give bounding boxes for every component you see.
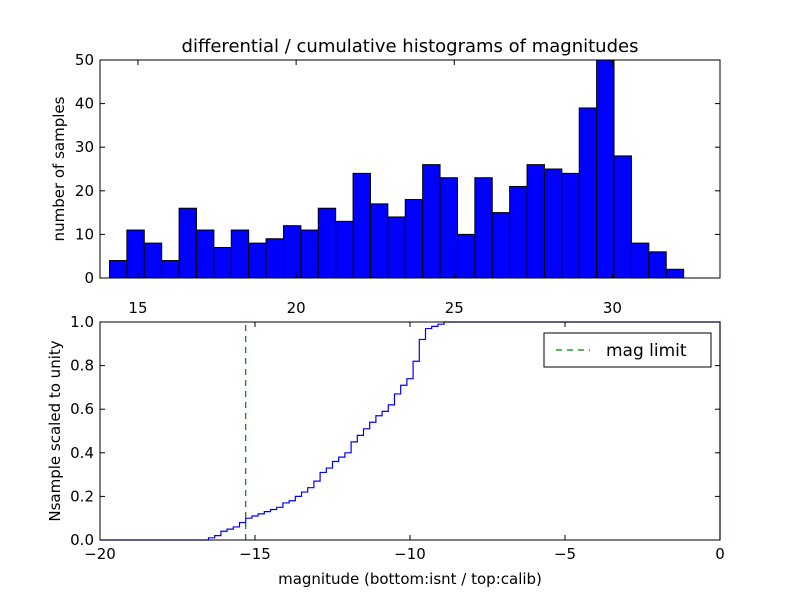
bottom-y-tick-label: 0.6 — [70, 400, 94, 418]
histogram-bar — [543, 168, 563, 279]
histogram-bar — [195, 229, 215, 279]
histogram-bar — [161, 260, 180, 279]
histogram-bar — [648, 251, 667, 279]
bottom-x-tick-label: −20 — [84, 545, 116, 563]
top-x-tick-label: 20 — [287, 299, 306, 317]
histogram-bar — [630, 242, 650, 279]
bottom-y-tick-label: 0.0 — [70, 531, 94, 549]
bottom-x-tick-label: −15 — [239, 545, 271, 563]
top-y-tick-label: 0 — [84, 269, 94, 287]
bottom-x-tick-label: −5 — [554, 545, 576, 563]
bottom-tick-labels: 0.0 0.2 0.4 0.6 0.8 1.0 −20 −15 −10 −5 0 — [70, 313, 725, 563]
histogram-bar — [665, 268, 685, 279]
top-histogram: differential / cumulative histograms of … — [50, 36, 721, 317]
bottom-y-tick-label: 0.8 — [70, 357, 94, 375]
top-tick-labels: 0 10 20 30 40 50 15 20 25 30 — [75, 51, 622, 317]
histogram-bar — [248, 242, 267, 279]
bottom-y-axis-label: Nsample scaled to unity — [46, 340, 64, 521]
histogram-bar — [369, 203, 389, 279]
legend: mag limit — [543, 332, 712, 368]
bottom-plot-frame — [99, 321, 721, 541]
histogram-bar — [561, 172, 580, 279]
histogram-bar — [230, 229, 250, 279]
bottom-y-tick-label: 0.2 — [70, 487, 94, 505]
histogram-bar — [509, 185, 528, 279]
top-x-tick-label: 25 — [445, 299, 464, 317]
histogram-bar — [143, 242, 163, 279]
bottom-x-tick-label: −10 — [394, 545, 426, 563]
histogram-bar — [613, 155, 632, 279]
histogram-bar — [474, 177, 493, 279]
histogram-bar — [126, 229, 145, 279]
bottom-y-tick-label: 1.0 — [70, 313, 94, 331]
histogram-bar — [265, 238, 284, 279]
bottom-cumulative-plot: Nsample scaled to unity magnitude (botto… — [46, 313, 725, 588]
cumulative-step-line — [100, 321, 721, 541]
histogram-bar — [178, 207, 197, 279]
histogram-bar — [526, 164, 545, 279]
top-y-tick-label: 30 — [75, 138, 94, 156]
bottom-lines — [100, 321, 721, 541]
bottom-y-tick-label: 0.4 — [70, 444, 94, 462]
top-plot-frame — [99, 59, 721, 279]
top-chart-title: differential / cumulative histograms of … — [182, 36, 639, 57]
top-y-tick-label: 40 — [75, 95, 94, 113]
histogram-bar — [422, 164, 441, 279]
top-x-tick-label: 15 — [128, 299, 147, 317]
histogram-bar — [456, 233, 476, 279]
histogram-bar — [213, 246, 232, 279]
histogram-bar — [317, 207, 337, 279]
histogram-bar — [404, 199, 424, 279]
top-bars — [108, 59, 685, 279]
histogram-bar — [491, 212, 511, 279]
top-y-tick-label: 50 — [75, 51, 94, 69]
bottom-x-tick-label: 0 — [715, 545, 725, 563]
top-y-axis-label: number of samples — [50, 96, 68, 241]
top-x-tick-label: 30 — [603, 299, 622, 317]
legend-label: mag limit — [606, 341, 687, 361]
top-y-tick-label: 20 — [75, 182, 94, 200]
bottom-x-axis-label: magnitude (bottom:isnt / top:calib) — [278, 570, 542, 588]
histogram-bar — [352, 172, 371, 279]
histogram-bar — [387, 216, 406, 279]
top-y-tick-label: 10 — [75, 225, 94, 243]
histogram-bar — [578, 107, 598, 279]
histogram-bar — [335, 220, 354, 279]
histogram-bar — [282, 225, 302, 279]
histogram-bar — [108, 260, 128, 279]
histogram-bar — [439, 177, 458, 279]
histogram-bar — [596, 59, 615, 279]
histogram-bar — [300, 229, 319, 279]
